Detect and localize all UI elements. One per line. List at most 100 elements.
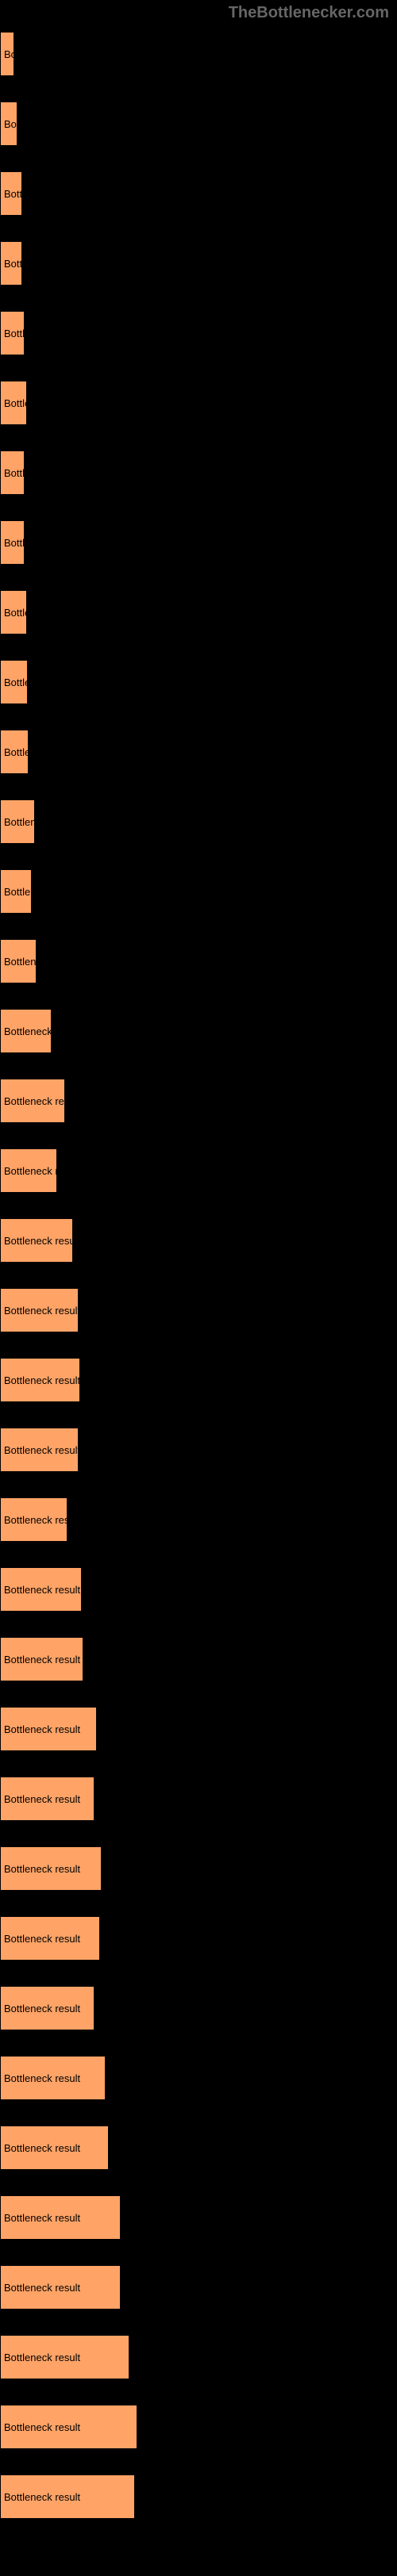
- bar-row: Bottleneck result: [0, 2265, 397, 2310]
- bar-label: Bottleneck result: [4, 2282, 80, 2294]
- bar: Bottleneck result: [0, 1846, 102, 1891]
- bar: Bottleneck resu: [0, 1497, 67, 1542]
- bar: Bottlene: [0, 799, 35, 844]
- bar-row: Bottleneck result: [0, 2405, 397, 2449]
- bar-label: Bottle: [4, 397, 27, 409]
- bar-row: Bottleneck result: [0, 2126, 397, 2170]
- bar-label: Bott: [4, 258, 22, 270]
- bar-label: Bottle: [4, 607, 27, 619]
- bar-row: Bott: [0, 171, 397, 216]
- bar-row: Bottle: [0, 660, 397, 704]
- bar: Bottleneck result: [0, 1288, 79, 1332]
- bar-row: Bottleneck result: [0, 1358, 397, 1402]
- bar-label: Bottle: [4, 746, 29, 758]
- bar-row: Bottleneck result: [0, 1218, 397, 1263]
- bar-label: Bottleneck result: [4, 2142, 80, 2154]
- bar: Bottl: [0, 311, 25, 355]
- bar-label: Bo: [4, 48, 14, 60]
- bar-row: Bottleneck result: [0, 1777, 397, 1821]
- bar-row: Bottleneck result: [0, 1428, 397, 1472]
- bar: Bottleneck result: [0, 1218, 73, 1263]
- watermark-text: TheBottlenecker.com: [229, 4, 389, 22]
- bar-row: Bottlene: [0, 799, 397, 844]
- bar-label: Bottleneck re: [4, 1165, 57, 1177]
- bar: Bottl: [0, 520, 25, 565]
- bar-row: Bottleneck result: [0, 1288, 397, 1332]
- bar-row: Bott: [0, 241, 397, 286]
- bar-label: Bottleneck result: [4, 1235, 73, 1247]
- bar: Bottleneck result: [0, 1916, 100, 1961]
- bar: Bottleneck result: [0, 2474, 135, 2519]
- bar: Bottleneck resu: [0, 1079, 65, 1123]
- bar: Bottleneck r: [0, 1009, 52, 1053]
- bar-row: Bottleneck result: [0, 1986, 397, 2030]
- bar: Bottleneck result: [0, 1707, 97, 1751]
- bar-chart: Bo Bot Bott Bott Bottl Bottle Bottl Bottl Bottle…: [0, 0, 397, 2519]
- bar: Bottlen: [0, 869, 32, 914]
- bar-label: Bottleneck result: [4, 1444, 79, 1456]
- bar-label: Bottleneck result: [4, 2352, 80, 2363]
- bar: Bottleneck result: [0, 2265, 121, 2310]
- bar-label: Bottlen: [4, 886, 32, 898]
- bar-label: Bottleneck result: [4, 1654, 80, 1666]
- bar-row: Bottleneck result: [0, 1916, 397, 1961]
- bar-label: Bottleneck result: [4, 1723, 80, 1735]
- bar-label: Bottlene: [4, 816, 35, 828]
- bar-row: Bottleneck result: [0, 2195, 397, 2240]
- bar-label: Bottleneck result: [4, 2212, 80, 2224]
- bar: Bottle: [0, 590, 27, 634]
- bar-row: Bottlene: [0, 939, 397, 983]
- bar-row: Bottleneck result: [0, 2335, 397, 2379]
- bar-label: Bottleneck result: [4, 1933, 80, 1945]
- bar-label: Bottleneck resu: [4, 1514, 67, 1526]
- bar-label: Bot: [4, 118, 17, 130]
- bar-row: Bottlen: [0, 869, 397, 914]
- bar-row: Bottle: [0, 381, 397, 425]
- bar: Bottlene: [0, 939, 37, 983]
- bar-label: Bottleneck result: [4, 1584, 80, 1596]
- bar: Bottle: [0, 660, 28, 704]
- bar: Bottle: [0, 381, 27, 425]
- bar: Bot: [0, 102, 17, 146]
- bar-row: Bottleneck result: [0, 1707, 397, 1751]
- bar: Bottleneck result: [0, 1567, 82, 1612]
- bar-label: Bottleneck result: [4, 2421, 80, 2433]
- bar-label: Bottleneck resu: [4, 1095, 65, 1107]
- bar-row: Bottleneck result: [0, 1567, 397, 1612]
- bar-label: Bottleneck result: [4, 1863, 80, 1875]
- bar: Bottleneck result: [0, 2126, 109, 2170]
- bar: Bottleneck result: [0, 1777, 94, 1821]
- bar-label: Bottl: [4, 537, 25, 549]
- bar-row: Bottleneck result: [0, 2474, 397, 2519]
- bar: Bottleneck re: [0, 1148, 57, 1193]
- bar-row: Bot: [0, 102, 397, 146]
- bar-row: Bottleneck re: [0, 1148, 397, 1193]
- bar: Bottle: [0, 730, 29, 774]
- bar-row: Bottleneck result: [0, 1846, 397, 1891]
- bar: Bottl: [0, 450, 25, 495]
- bar-row: Bottl: [0, 311, 397, 355]
- bar-label: Bottleneck result: [4, 2003, 80, 2014]
- bar: Bottleneck result: [0, 2056, 106, 2100]
- bar: Bottleneck result: [0, 2335, 129, 2379]
- bar-label: Bottl: [4, 328, 25, 339]
- bar-row: Bo: [0, 32, 397, 76]
- bar-row: Bottl: [0, 520, 397, 565]
- bar-row: Bottleneck result: [0, 2056, 397, 2100]
- bar: Bottleneck result: [0, 1428, 79, 1472]
- bar-row: Bottleneck result: [0, 1637, 397, 1681]
- bar: Bottleneck result: [0, 2195, 121, 2240]
- bar-row: Bottl: [0, 450, 397, 495]
- bar-row: Bottle: [0, 730, 397, 774]
- bar-label: Bottleneck r: [4, 1025, 52, 1037]
- bar: Bottleneck result: [0, 1986, 94, 2030]
- bar-row: Bottle: [0, 590, 397, 634]
- bar-label: Bottleneck result: [4, 1374, 80, 1386]
- bar-label: Bottleneck result: [4, 1793, 80, 1805]
- bar-label: Bottleneck result: [4, 1305, 79, 1317]
- bar-row: Bottleneck r: [0, 1009, 397, 1053]
- bar: Bott: [0, 241, 22, 286]
- bar: Bottleneck result: [0, 2405, 137, 2449]
- bar-label: Bott: [4, 188, 22, 200]
- bar-label: Bottleneck result: [4, 2072, 80, 2084]
